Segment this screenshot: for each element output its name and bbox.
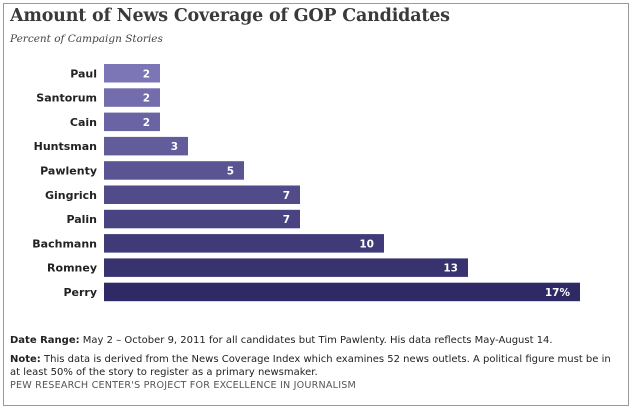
category-label: Cain [70, 116, 97, 129]
data-label: 7 [283, 214, 290, 226]
data-label: 17% [545, 287, 571, 299]
data-label: 3 [171, 141, 178, 153]
category-label: Bachmann [32, 237, 97, 250]
category-label: Huntsman [34, 140, 97, 153]
data-label: 2 [143, 117, 150, 129]
category-label: Pawlenty [40, 164, 97, 177]
category-label: Santorum [36, 92, 97, 105]
chart-subtitle: Percent of Campaign Stories [10, 33, 163, 45]
data-label: 2 [143, 68, 150, 80]
category-label: Paul [70, 67, 97, 80]
data-label: 2 [143, 93, 150, 105]
category-label: Palin [66, 213, 97, 226]
note-label: Note: [10, 354, 41, 365]
bar [104, 258, 468, 277]
category-label: Gingrich [45, 189, 97, 202]
source-credit: PEW RESEARCH CENTER'S PROJECT FOR EXCELL… [10, 380, 357, 391]
bar [104, 136, 188, 156]
data-label: 7 [283, 190, 290, 202]
bar [104, 161, 244, 180]
bar-chart: Paul 2 Santorum 2 Cain 2 Huntsman 3 Pawlenty 5 Gin… [32, 64, 580, 302]
bar [104, 112, 160, 132]
category-label: Perry [63, 286, 97, 299]
bar [104, 209, 300, 229]
bar [104, 234, 384, 253]
bar [104, 88, 160, 107]
category-label: Romney [47, 262, 97, 275]
data-label: 5 [227, 165, 234, 177]
methodology-note: Note: This data is derived from the News… [10, 354, 620, 379]
date-range-label: Date Range: [10, 335, 80, 346]
data-label: 10 [359, 238, 374, 250]
note-text: This data is derived from the News Cover… [10, 354, 611, 378]
bar [104, 185, 300, 204]
date-range-note: Date Range: May 2 – October 9, 2011 for … [10, 335, 620, 348]
chart-title: Amount of News Coverage of GOP Candidate… [10, 6, 450, 26]
date-range-text: May 2 – October 9, 2011 for all candidat… [82, 335, 553, 346]
data-label: 13 [443, 263, 458, 275]
bar [104, 282, 580, 302]
bar [104, 64, 160, 83]
